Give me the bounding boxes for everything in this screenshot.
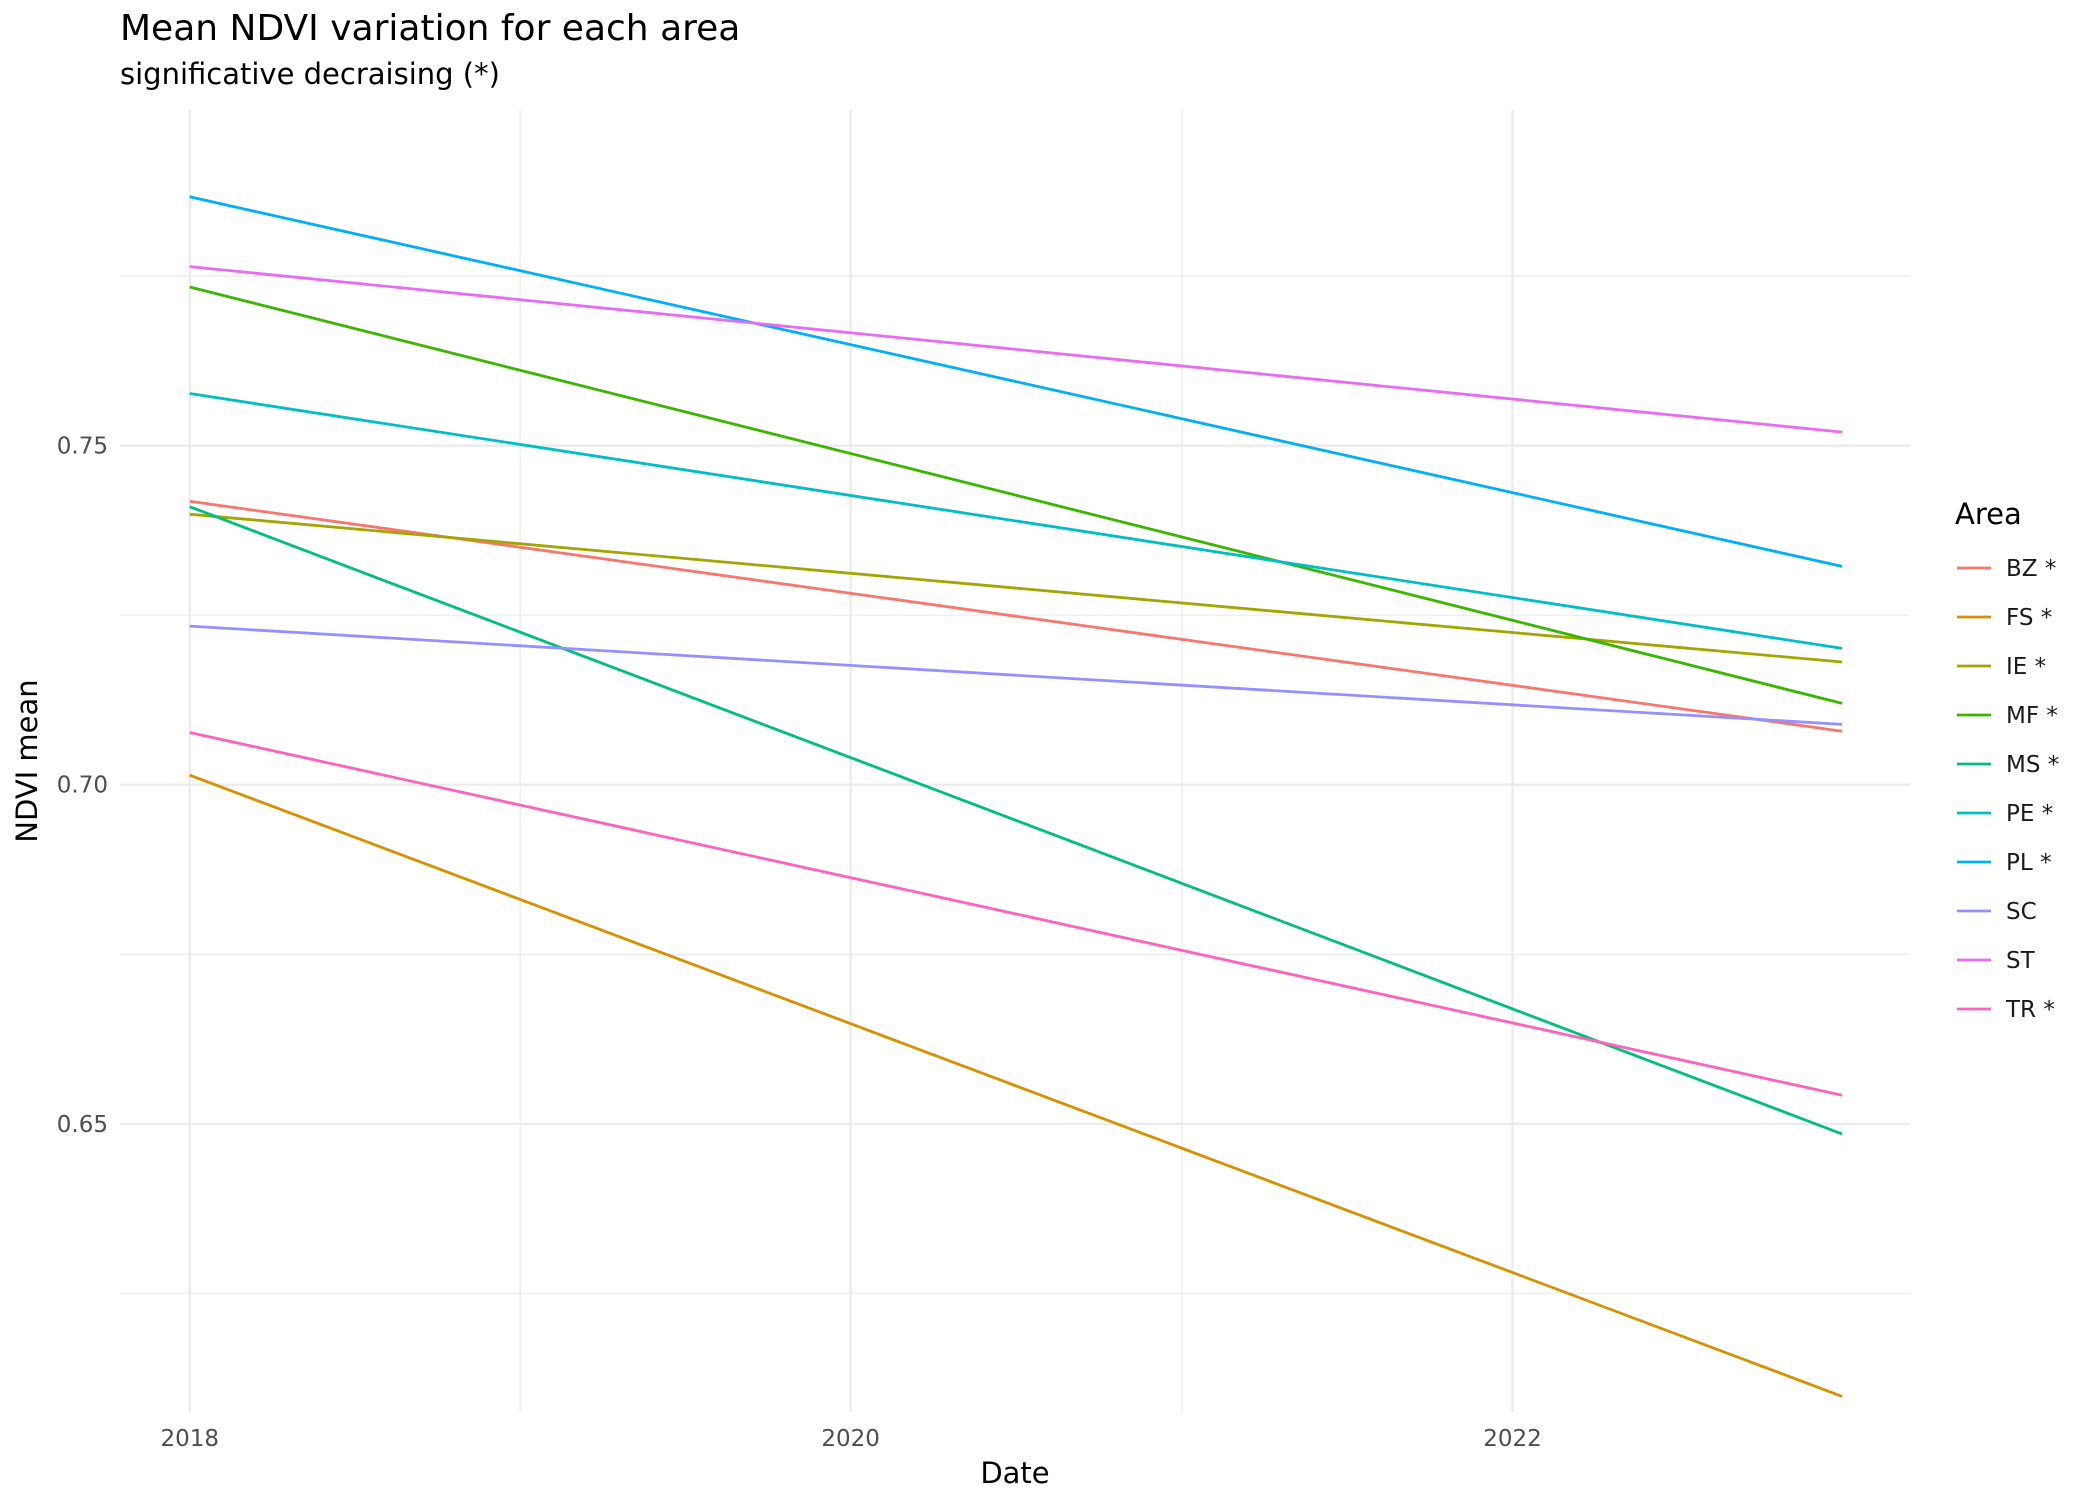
x-tick-label: 2022 (1483, 1426, 1542, 1452)
y-axis-title: NDVI mean (10, 679, 44, 842)
series-line (189, 195, 1843, 568)
grid-major-lines (120, 110, 1910, 1412)
grid-minor-lines (120, 110, 1910, 1412)
legend-label: BZ * (2006, 556, 2056, 582)
legend-item: SC (1957, 899, 2037, 925)
plot-panel (120, 110, 1910, 1412)
series-line (189, 265, 1843, 434)
legend-item: MS * (1957, 752, 2059, 778)
legend-label: SC (2006, 899, 2037, 925)
legend-item: MF * (1957, 703, 2058, 729)
legend-items: BZ * FS * IE * MF * MS * PE * PL * SC ST TR * (1957, 556, 2059, 1023)
y-tick-label: 0.75 (57, 434, 108, 460)
legend-item: ST (1957, 948, 2036, 974)
series-lines (189, 195, 1843, 1398)
y-tick-label: 0.70 (57, 773, 108, 799)
legend-label: MF * (2006, 703, 2058, 729)
x-tick-label: 2018 (160, 1426, 219, 1452)
legend: Area BZ * FS * IE * MF * MS * PE * PL * SC ST TR … (1955, 497, 2059, 1023)
series-line (189, 505, 1843, 1136)
y-axis-ticks: 0.65 0.70 0.75 (57, 434, 108, 1138)
series-line (189, 512, 1843, 664)
legend-label: ST (2006, 948, 2036, 974)
x-tick-label: 2020 (821, 1426, 880, 1452)
series-line (189, 773, 1843, 1398)
legend-label: PE * (2006, 801, 2053, 827)
legend-item: PL * (1957, 850, 2052, 876)
x-axis-title: Date (980, 1456, 1049, 1490)
series-line (189, 624, 1843, 726)
legend-label: IE * (2006, 654, 2046, 680)
legend-item: FS * (1957, 605, 2052, 631)
legend-label: TR * (2005, 997, 2055, 1023)
series-line (189, 392, 1843, 650)
legend-item: TR * (1957, 997, 2055, 1023)
legend-title: Area (1955, 497, 2022, 531)
legend-label: PL * (2006, 850, 2052, 876)
series-line (189, 285, 1843, 705)
legend-label: MS * (2006, 752, 2059, 778)
legend-item: PE * (1957, 801, 2053, 827)
y-tick-label: 0.65 (57, 1112, 108, 1138)
legend-label: FS * (2006, 605, 2052, 631)
legend-item: BZ * (1957, 556, 2056, 582)
x-axis-ticks: 2018 2020 2022 (160, 1426, 1541, 1452)
chart-subtitle: significative decraising (*) (120, 57, 500, 91)
series-line (189, 731, 1843, 1097)
legend-item: IE * (1957, 654, 2046, 680)
chart-title: Mean NDVI variation for each area (120, 8, 740, 49)
